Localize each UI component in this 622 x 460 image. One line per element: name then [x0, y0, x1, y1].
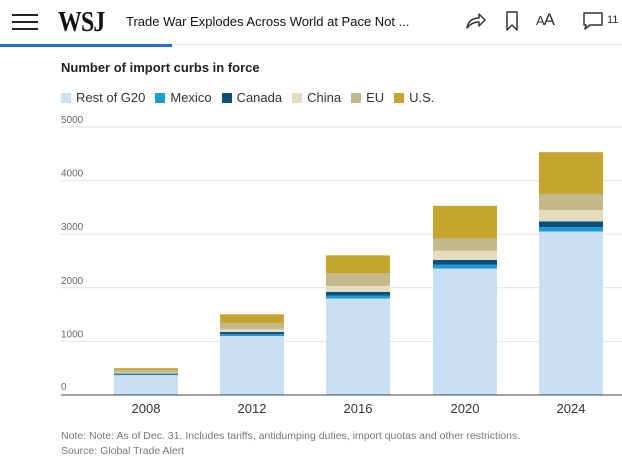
reading-progress-bar — [0, 44, 172, 47]
bar-segment — [114, 370, 178, 373]
bar-segment — [539, 194, 603, 211]
bookmark-icon[interactable] — [505, 10, 519, 32]
x-tick-label: 2008 — [132, 401, 161, 416]
x-tick-label: 2024 — [557, 401, 586, 416]
legend-swatch — [394, 92, 405, 103]
y-tick-label: 0 — [61, 382, 67, 393]
share-icon[interactable] — [464, 10, 486, 32]
chart-note: Note: Note: As of Dec. 31. Includes tari… — [61, 429, 520, 459]
bar-segment — [220, 332, 284, 335]
bar-segment — [220, 322, 284, 330]
bar-segment — [114, 368, 178, 371]
chart-legend: Rest of G20 Mexico Canada China EU U.S. — [61, 90, 444, 105]
legend-swatch — [292, 92, 303, 103]
bar-segment — [539, 221, 603, 228]
x-tick-label: 2016 — [344, 401, 373, 416]
article-headline: Trade War Explodes Across World at Pace … — [126, 14, 410, 29]
bar-segment — [114, 373, 178, 375]
y-tick-label: 1000 — [61, 329, 84, 340]
bar-segment — [539, 231, 603, 395]
y-tick-label: 2000 — [61, 276, 84, 287]
text-size-button[interactable]: AA — [536, 10, 555, 29]
legend-label: EU — [366, 90, 385, 105]
legend-label: China — [307, 90, 342, 105]
legend-swatch — [221, 92, 232, 103]
bar-segment — [433, 250, 497, 260]
bar-segment — [326, 295, 390, 299]
legend-item: Rest of G20 — [61, 90, 145, 105]
note-text: Note: Note: As of Dec. 31. Includes tari… — [61, 430, 521, 442]
y-tick-label: 5000 — [61, 115, 84, 126]
wsj-logo[interactable]: WSJ — [58, 6, 105, 38]
bar-segment — [539, 227, 603, 232]
bar-segment — [433, 259, 497, 265]
bar-segment — [433, 268, 497, 395]
source-text: Source: Global Trade Alert — [61, 445, 185, 457]
bar-segment — [220, 329, 284, 333]
bar-segment — [114, 375, 178, 395]
legend-item: China — [292, 90, 341, 105]
bar-segment — [220, 336, 284, 395]
legend-swatch — [61, 92, 71, 103]
menu-icon[interactable] — [12, 12, 38, 32]
x-tick-label: 2012 — [238, 401, 267, 416]
x-tick-label: 2020 — [451, 401, 480, 416]
legend-item: Mexico — [155, 90, 212, 105]
comments-count[interactable]: 11 — [607, 14, 619, 26]
bar-segment — [114, 374, 178, 376]
legend-item: U.S. — [394, 90, 434, 105]
legend-item: Canada — [221, 90, 283, 105]
y-tick-label: 3000 — [61, 222, 84, 233]
bar-segment — [433, 238, 497, 251]
legend-label: U.S. — [409, 90, 435, 105]
legend-label: Rest of G20 — [76, 90, 146, 105]
legend-label: Mexico — [170, 90, 212, 105]
bar-segment — [114, 372, 178, 374]
bar-segment — [433, 205, 497, 239]
legend-swatch — [351, 92, 362, 103]
chart-title: Number of import curbs in force — [61, 60, 260, 75]
bar-segment — [326, 273, 390, 286]
bar-segment — [539, 152, 603, 194]
bar-segment — [326, 291, 390, 296]
bar-segment — [220, 314, 284, 323]
bar-segment — [326, 298, 390, 395]
comment-icon[interactable] — [582, 10, 604, 32]
legend-item: EU — [351, 90, 384, 105]
bar-segment — [326, 255, 390, 274]
bar-segment — [326, 285, 390, 292]
bar-segment — [433, 264, 497, 269]
legend-label: Canada — [236, 90, 283, 105]
bar-segment — [220, 334, 284, 337]
y-tick-label: 4000 — [61, 169, 84, 180]
legend-swatch — [155, 92, 166, 103]
top-bar: WSJ Trade War Explodes Across World at P… — [0, 0, 622, 45]
bar-segment — [539, 210, 603, 222]
stacked-bar-chart: 0 1000 2000 3000 4000 5000 2008 2012 2016 2020 202… — [61, 115, 622, 416]
